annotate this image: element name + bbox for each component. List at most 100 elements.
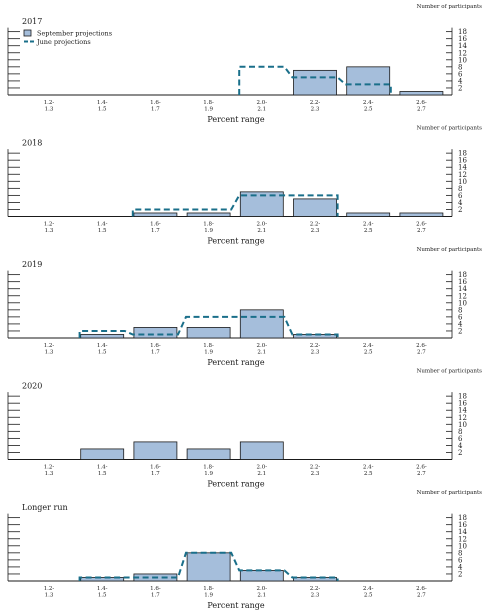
x-tick-label: 2.7 (417, 350, 426, 356)
y-tick-label: 10 (458, 299, 467, 307)
x-axis-title: Percent range (207, 601, 265, 610)
legend-label-september: September projections (37, 30, 112, 38)
y-tick-label: 18 (458, 28, 467, 36)
y-tick-label: 8 (458, 428, 462, 436)
x-tick-label: 2.3 (311, 107, 320, 113)
x-tick-label: 2.6- (416, 100, 427, 106)
y-tick-label: 14 (458, 164, 467, 172)
y-tick-label: 16 (458, 35, 467, 43)
y-axis-title: Number of participants (417, 369, 483, 375)
x-tick-label: 1.4- (97, 222, 108, 228)
x-tick-label: 1.8- (203, 465, 214, 471)
y-tick-label: 12 (458, 292, 467, 300)
y-tick-label: 4 (458, 442, 463, 450)
x-tick-label: 1.9 (204, 228, 213, 234)
y-tick-label: 4 (458, 563, 463, 571)
y-tick-label: 8 (458, 549, 462, 557)
x-tick-label: 1.8- (203, 586, 214, 592)
x-tick-label: 2.2- (310, 100, 321, 106)
x-axis-title: Percent range (207, 237, 265, 246)
y-tick-label: 16 (458, 278, 467, 286)
y-tick-label: 12 (458, 414, 467, 422)
x-tick-label: 1.4- (97, 343, 108, 349)
x-tick-label: 2.6- (416, 343, 427, 349)
x-tick-label: 1.7 (151, 350, 160, 356)
x-tick-label: 2.5 (364, 107, 373, 113)
x-tick-label: 1.9 (204, 471, 213, 477)
x-tick-label: 1.2- (44, 586, 55, 592)
y-tick-label: 18 (458, 150, 467, 158)
x-tick-label: 2.1 (257, 107, 266, 113)
bar-september (186, 212, 231, 217)
y-tick-label: 10 (458, 178, 467, 186)
y-tick-label: 4 (458, 320, 463, 328)
june-projection-line (131, 194, 339, 217)
x-tick-label: 2.4- (363, 343, 374, 349)
x-tick-label: 1.5 (98, 593, 107, 599)
bar-september (80, 448, 125, 460)
x-tick-label: 1.9 (204, 593, 213, 599)
y-tick-label: 4 (458, 199, 463, 207)
bar-september (133, 327, 178, 339)
x-tick-label: 1.7 (151, 228, 160, 234)
june-projection-line (78, 315, 339, 338)
y-tick-label: 6 (458, 435, 463, 443)
bar-september (346, 212, 391, 217)
x-tick-label: 1.9 (204, 107, 213, 113)
x-tick-label: 1.7 (151, 593, 160, 599)
x-tick-label: 2.5 (364, 471, 373, 477)
y-tick-label: 2 (458, 206, 462, 214)
y-tick-label: 14 (458, 528, 467, 536)
x-tick-label: 2.6- (416, 586, 427, 592)
y-tick-label: 8 (458, 306, 462, 314)
x-tick-label: 1.4- (97, 100, 108, 106)
x-tick-label: 1.3 (45, 228, 54, 234)
x-tick-label: 1.3 (45, 350, 54, 356)
y-tick-label: 16 (458, 521, 467, 529)
june-projection-line (238, 65, 392, 95)
bar-september (293, 69, 337, 96)
x-axis-title: Percent range (207, 115, 265, 124)
panel-title: Longer run (22, 503, 68, 512)
y-tick-label: 10 (458, 542, 467, 550)
y-tick-label: 4 (458, 77, 463, 85)
bar-september (293, 334, 337, 339)
legend-label-june: June projections (36, 38, 91, 46)
x-tick-label: 2.3 (311, 471, 320, 477)
bar-september (399, 212, 444, 217)
x-tick-label: 2.6- (416, 465, 427, 471)
x-tick-label: 2.2- (310, 222, 321, 228)
x-tick-label: 2.0- (256, 586, 267, 592)
y-tick-label: 12 (458, 535, 467, 543)
x-tick-label: 2.5 (364, 228, 373, 234)
bar-september (80, 577, 125, 582)
x-tick-label: 2.5 (364, 350, 373, 356)
bar-september (133, 441, 178, 460)
y-tick-label: 2 (458, 570, 462, 578)
y-tick-label: 2 (458, 327, 462, 335)
y-tick-label: 6 (458, 70, 463, 78)
june-projection-line (78, 551, 339, 581)
x-tick-label: 2.0- (256, 100, 267, 106)
bar-september (186, 327, 231, 339)
y-axis-title: Number of participants (417, 247, 483, 253)
y-tick-label: 14 (458, 285, 467, 293)
x-tick-label: 2.4- (363, 465, 374, 471)
x-tick-label: 1.3 (45, 471, 54, 477)
bar-september (239, 441, 284, 460)
x-tick-label: 2.1 (257, 471, 266, 477)
y-tick-label: 14 (458, 42, 467, 50)
x-tick-label: 1.4- (97, 586, 108, 592)
x-tick-label: 2.0- (256, 222, 267, 228)
y-tick-label: 2 (458, 84, 462, 92)
x-tick-label: 1.5 (98, 107, 107, 113)
x-tick-label: 2.1 (257, 350, 266, 356)
x-tick-label: 1.8- (203, 222, 214, 228)
y-tick-label: 6 (458, 192, 463, 200)
x-tick-label: 2.7 (417, 228, 426, 234)
y-axis-title: Number of participants (417, 490, 483, 496)
